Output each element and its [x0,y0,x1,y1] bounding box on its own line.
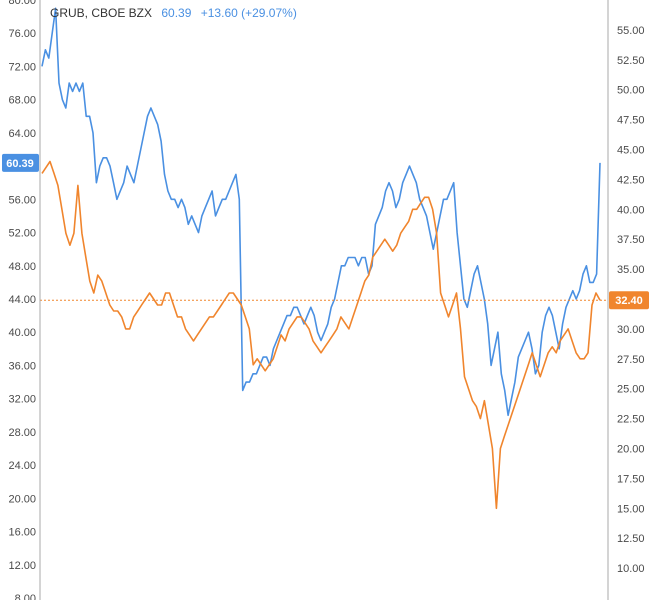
legend: GRUB, CBOE BZX 60.39 +13.60 (+29.07%) [50,6,297,20]
right-tick-label: 20.00 [617,444,645,456]
left-tick-label: 32.00 [8,394,36,406]
right-tick-label: 42.50 [617,174,645,186]
right-tick-label: 47.50 [617,115,645,127]
left-tick-label: 48.00 [8,261,36,273]
left-tick-label: 68.00 [8,95,36,107]
series-line-orange [41,160,601,510]
right-tick-label: 27.50 [617,354,645,366]
left-tick-label: 40.00 [8,327,36,339]
left-tick-label: 64.00 [8,128,36,140]
left-tick-label: 80.00 [8,0,36,7]
right-tick-label: 50.00 [617,85,645,97]
left-tick-label: 44.00 [8,294,36,306]
right-tick-label: 12.50 [617,533,645,545]
left-axis: 80.0076.0072.0068.0064.0060.0056.0052.00… [8,0,41,600]
right-badge-label: 32.40 [615,295,643,307]
left-tick-label: 24.00 [8,460,36,472]
right-tick-label: 37.50 [617,234,645,246]
right-last-value-badge: 32.40 [609,291,649,310]
left-tick-label: 52.00 [8,228,36,240]
left-badge-bg [2,153,39,172]
legend-symbol: GRUB, CBOE BZX [50,6,153,20]
right-tick-label: 45.00 [617,145,645,157]
right-tick-label: 22.50 [617,414,645,426]
series-line-grub [41,7,601,417]
right-badge-bg [609,291,649,310]
left-tick-label: 76.00 [8,28,36,40]
right-tick-label: 25.00 [617,384,645,396]
right-axis: 55.00 52.50 50.00 47.50 45.00 42.50 40.00 37.50… [607,0,645,600]
left-tick-label: 16.00 [8,527,36,539]
legend-price: 60.39 [161,6,192,20]
series-group [41,7,601,510]
left-badge-label: 60.39 [6,158,34,170]
right-tick-label: 52.50 [617,55,645,67]
right-tick-label: 40.00 [617,204,645,216]
left-tick-label: 8.00 [15,593,36,600]
left-tick-label: 20.00 [8,493,36,505]
left-tick-label: 36.00 [8,360,36,372]
right-tick-label: 10.00 [617,563,645,575]
left-tick-label: 12.00 [8,560,36,572]
legend-change: +13.60 (+29.07%) [200,6,297,20]
right-tick-label: 30.00 [617,324,645,336]
left-tick-label: 56.00 [8,194,36,206]
left-tick-label: 28.00 [8,427,36,439]
right-tick-label: 15.00 [617,503,645,515]
left-last-value-badge: 60.39 [2,153,39,172]
right-tick-label: 17.50 [617,473,645,485]
right-tick-label: 35.00 [617,264,645,276]
right-tick-label: 55.00 [617,25,645,37]
left-tick-label: 72.00 [8,61,36,73]
